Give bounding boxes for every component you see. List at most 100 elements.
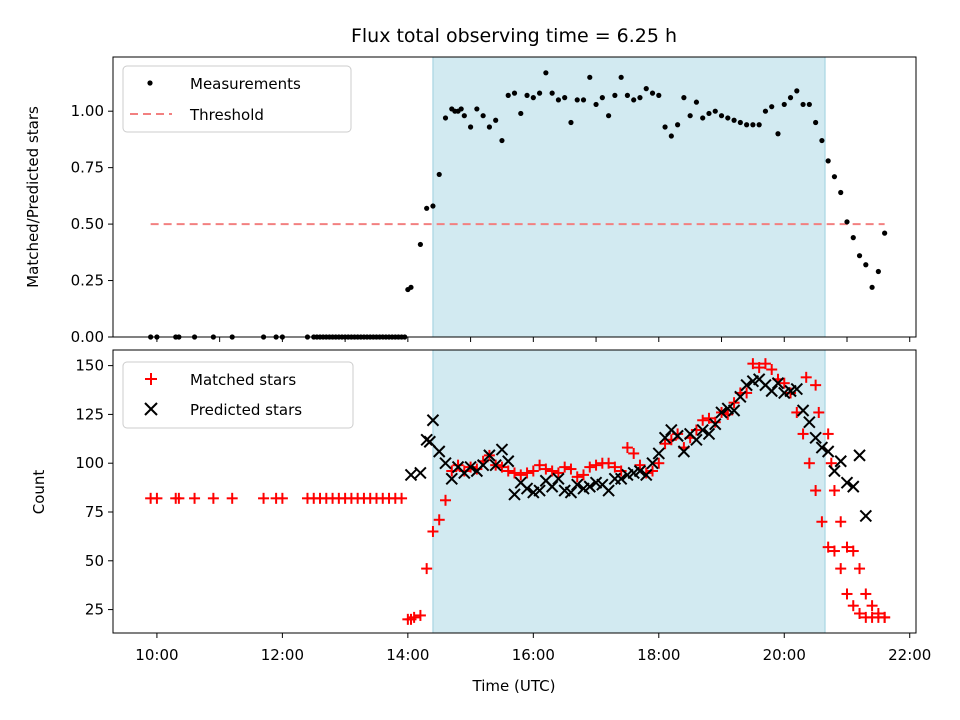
matched-point xyxy=(813,406,825,418)
measurement-point xyxy=(762,108,769,114)
predicted-point xyxy=(533,484,546,497)
measurement-point xyxy=(769,104,775,110)
measurement-point xyxy=(681,95,687,101)
matched-point xyxy=(822,541,834,553)
measurement-point xyxy=(731,117,737,123)
predicted-point xyxy=(796,404,810,417)
bottom-y-tick-label: 100 xyxy=(75,454,104,472)
matched-point xyxy=(552,467,564,479)
measurement-point xyxy=(574,97,580,103)
predicted-point xyxy=(652,447,665,460)
measurement-point xyxy=(712,108,718,114)
predicted-point xyxy=(489,458,502,472)
bottom-panel: 25 50 75 100 125 150 10:00 12:00 14:00 16:00 18:0… xyxy=(30,349,931,695)
measurement-point xyxy=(536,90,543,96)
top-y-tick-label: 0.25 xyxy=(71,272,104,290)
matched-point xyxy=(753,362,765,374)
measurement-point xyxy=(606,113,612,119)
matched-point xyxy=(540,463,552,475)
matched-point xyxy=(509,467,520,479)
measurement-point xyxy=(856,253,863,259)
predicted-point xyxy=(464,460,477,474)
measurement-point xyxy=(568,119,574,126)
top-y-axis-label: Matched/Predicted stars xyxy=(24,106,42,288)
bottom-axes-frame xyxy=(112,349,917,634)
measurement-point xyxy=(831,174,838,180)
predicted-point xyxy=(602,484,615,497)
measurement-point xyxy=(562,95,568,101)
predicted-point xyxy=(633,464,647,478)
matched-point xyxy=(759,358,771,370)
x-axis-label: Time (UTC) xyxy=(472,677,556,695)
predicted-point xyxy=(571,478,584,491)
matched-point xyxy=(527,465,539,477)
measurement-point xyxy=(806,101,812,108)
predicted-point xyxy=(583,480,596,493)
matched-point xyxy=(835,563,847,575)
predicted-point xyxy=(740,378,753,392)
predicted-point xyxy=(508,488,521,501)
legend-measurements-label: Measurements xyxy=(190,75,301,93)
top-panel: 0.00 0.25 0.50 0.75 1.00 Matched/Predicted s… xyxy=(24,56,917,346)
matched-point xyxy=(258,492,270,504)
matched-point xyxy=(534,459,546,471)
predicted-point xyxy=(483,449,496,462)
measurement-point xyxy=(631,97,637,103)
matched-point xyxy=(847,545,859,557)
measurement-point xyxy=(480,113,486,119)
measurement-point xyxy=(436,171,442,178)
predicted-point xyxy=(646,456,659,470)
bottom-y-tick-label: 150 xyxy=(75,357,104,375)
measurement-point xyxy=(656,92,662,98)
measurement-point xyxy=(458,106,464,112)
matched-point xyxy=(603,457,615,469)
measurement-point xyxy=(555,97,562,103)
predicted-point xyxy=(423,435,437,448)
measurement-point xyxy=(869,284,875,290)
predicted-point xyxy=(828,464,841,478)
measurement-point xyxy=(718,113,725,119)
matched-point xyxy=(421,563,433,575)
matched-point xyxy=(803,457,815,469)
measurement-point xyxy=(580,97,587,103)
predicted-point xyxy=(809,431,822,445)
measurement-point xyxy=(511,90,518,96)
predicted-point xyxy=(445,472,458,486)
x-tick-label: 18:00 xyxy=(637,646,680,664)
predicted-point xyxy=(847,480,860,493)
measurement-point xyxy=(430,203,436,209)
matched-point xyxy=(621,442,633,454)
measurement-point xyxy=(408,284,414,290)
matched-point xyxy=(810,485,822,497)
matched-point xyxy=(433,514,445,526)
matched-point xyxy=(709,416,721,428)
predicted-point xyxy=(476,458,490,472)
bottom-y-tick-label: 75 xyxy=(85,503,104,521)
matched-point xyxy=(189,492,201,504)
measurement-point xyxy=(787,95,794,101)
matched-point xyxy=(653,457,665,469)
measurement-point xyxy=(825,158,831,164)
predicted-point xyxy=(696,423,709,437)
measurement-point xyxy=(493,117,499,123)
matched-point xyxy=(828,485,840,497)
bottom-legend: Matched stars Predicted stars xyxy=(122,361,354,429)
matched-point xyxy=(659,438,671,450)
measurement-point xyxy=(737,119,743,126)
x-tick-label: 12:00 xyxy=(261,646,304,664)
predicted-point xyxy=(426,414,440,427)
matched-point xyxy=(766,364,778,376)
matched-point xyxy=(703,412,715,424)
predicted-point xyxy=(439,456,452,470)
matched-point xyxy=(810,379,822,391)
matched-point xyxy=(778,377,790,389)
measurement-point xyxy=(668,133,674,139)
legend-predicted-label: Predicted stars xyxy=(190,401,302,419)
measurement-point xyxy=(850,235,856,241)
predicted-point xyxy=(859,509,873,523)
predicted-point xyxy=(677,445,691,458)
bottom-y-tick-label: 125 xyxy=(75,405,104,423)
matched-point xyxy=(634,459,646,471)
top-axes-frame xyxy=(112,56,917,338)
measurement-point xyxy=(637,95,643,101)
